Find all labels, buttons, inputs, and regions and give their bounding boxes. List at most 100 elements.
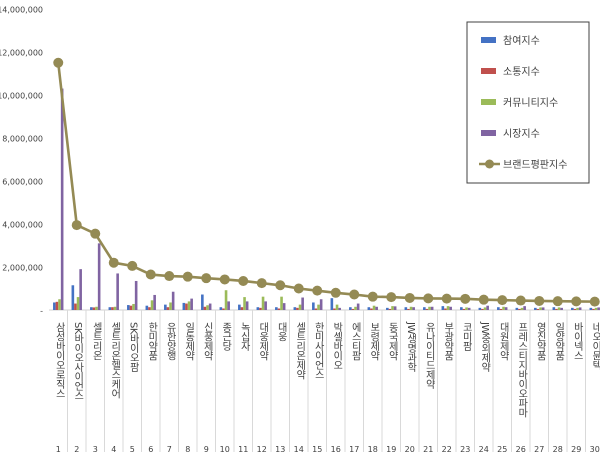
line-point [90, 228, 101, 239]
bar-커뮤니티지수 [150, 300, 154, 310]
bar-커뮤니티지수 [446, 306, 450, 310]
bar-참여지수 [423, 307, 426, 310]
y-tick-label: - [40, 307, 43, 316]
bar-소통지수 [370, 308, 373, 310]
category-number: 22 [442, 445, 452, 454]
bar-참여지수 [256, 307, 260, 310]
category-label: 부광약품 [442, 322, 454, 360]
bar-시장지수 [190, 298, 193, 310]
bar-시장지수 [319, 299, 323, 310]
legend-swatch [481, 99, 496, 105]
line-point [182, 271, 193, 282]
bar-커뮤니티지수 [95, 306, 98, 310]
bar-시장지수 [375, 306, 378, 310]
bar-시장지수 [116, 273, 119, 310]
y-tick-label: 2,000,000 [2, 264, 43, 273]
category-label: 박셀바이오 [331, 322, 343, 370]
bars-layer [53, 88, 600, 310]
category-label: SK바이오사이언스 [72, 322, 84, 400]
category-label: 유한양행 [164, 322, 176, 361]
bar-시장지수 [356, 303, 360, 310]
bar-커뮤니티지수 [261, 296, 265, 310]
bar-참여지수 [293, 307, 297, 310]
bar-시장지수 [412, 307, 415, 310]
category-number: 15 [312, 445, 322, 454]
line-point [367, 291, 378, 302]
category-label: 녹십자 [238, 322, 250, 352]
bar-커뮤니티지수 [576, 307, 579, 310]
category-number: 11 [238, 445, 248, 454]
legend-label: 참여지수 [503, 35, 540, 47]
category-number: 14 [294, 445, 304, 454]
bar-소통지수 [536, 308, 540, 310]
line-point [219, 274, 230, 285]
bar-참여지수 [71, 285, 75, 310]
bar-참여지수 [349, 307, 352, 310]
category-number: 23 [460, 445, 470, 454]
category-number: 8 [185, 445, 190, 454]
bar-소통지수 [240, 307, 244, 310]
bar-소통지수 [555, 308, 558, 310]
y-tick-label: 10,000,000 [0, 92, 43, 101]
y-tick-label: 12,000,000 [0, 49, 43, 58]
category-number: 3 [93, 445, 98, 454]
line-point [256, 278, 267, 289]
bar-참여지수 [386, 307, 389, 310]
bar-참여지수 [515, 307, 519, 310]
bar-소통지수 [314, 308, 318, 310]
bar-시장지수 [301, 297, 304, 310]
bar-소통지수 [203, 306, 207, 310]
bar-참여지수 [312, 302, 315, 310]
category-label: 대웅제약 [257, 322, 269, 362]
line-point [515, 295, 526, 306]
line-point [404, 292, 415, 303]
legend-swatch [481, 68, 496, 74]
bar-참여지수 [404, 307, 408, 310]
bar-참여지수 [219, 307, 223, 310]
category-number: 27 [534, 445, 544, 454]
line-point [108, 257, 119, 268]
bar-시장지수 [227, 301, 230, 310]
bar-커뮤니티지수 [224, 290, 228, 310]
line-point [423, 293, 434, 304]
bar-시장지수 [430, 306, 434, 310]
category-label: SK바이오팜 [127, 322, 139, 372]
bar-소통지수 [388, 308, 392, 310]
bar-시장지수 [282, 303, 286, 310]
bar-커뮤니티지수 [594, 307, 598, 310]
line-point [53, 57, 64, 68]
y-tick-label: 8,000,000 [2, 135, 43, 144]
bar-시장지수 [449, 306, 452, 310]
legend-swatch [481, 37, 496, 43]
category-number: 29 [571, 445, 581, 454]
bar-참여지수 [497, 307, 500, 310]
bar-소통지수 [444, 308, 447, 310]
category-number: 20 [405, 445, 415, 454]
bar-참여지수 [330, 298, 334, 310]
bar-소통지수 [222, 308, 225, 310]
bar-커뮤니티지수 [76, 297, 80, 310]
category-number: 28 [553, 445, 563, 454]
bar-참여지수 [127, 305, 130, 310]
bar-소통지수 [573, 308, 577, 310]
category-label: 유나이티드제약 [423, 322, 435, 390]
category-number: 4 [111, 445, 116, 454]
bar-시장지수 [578, 307, 582, 310]
bar-커뮤니티지수 [187, 301, 191, 310]
labels-layer: 1 삼성바이오로직스 2 SK바이오사이언스 3 셀트리온 4 셀트리온헬스케어 5 SK바이오팜… [53, 321, 600, 454]
category-number: 18 [368, 445, 378, 454]
category-label: 대원제약 [497, 322, 509, 362]
bar-참여지수 [108, 307, 112, 310]
category-label: 셀트리온제약 [294, 322, 306, 381]
line-point [71, 220, 82, 231]
category-number: 1 [56, 445, 61, 454]
category-label: 에스티팜 [349, 322, 361, 361]
category-label: 영진약품 [534, 322, 546, 361]
bar-시장지수 [97, 243, 101, 310]
bar-시장지수 [486, 305, 489, 310]
bar-시장지수 [541, 307, 545, 310]
bar-소통지수 [166, 307, 170, 310]
